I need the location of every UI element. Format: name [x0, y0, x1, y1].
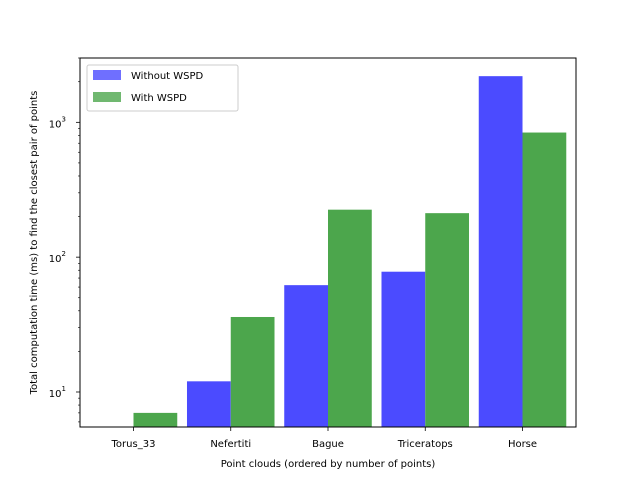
legend-swatch-with-wspd: [93, 92, 121, 102]
bar-with-wspd-triceratops: [425, 213, 470, 427]
x-axis-ticks: Torus_33 Nefertiti Bague Triceratops Horse: [111, 427, 537, 450]
legend-swatch-without-wspd: [93, 70, 121, 80]
x-tick-label-nefertiti: Nefertiti: [210, 439, 251, 450]
bar-without-wspd-horse: [478, 76, 523, 427]
legend-frame: [86, 64, 239, 112]
x-tick-label-bague: Bague: [312, 439, 344, 450]
bar-with-wspd-bague: [328, 209, 372, 427]
bars-group: [133, 76, 567, 428]
bar-with-wspd-torus-33: [133, 412, 178, 427]
bar-without-wspd-triceratops: [381, 271, 426, 427]
legend: Without WSPD With WSPD: [86, 64, 239, 112]
x-tick-label-torus-33: Torus_33: [111, 439, 156, 450]
x-axis-label: Point clouds (ordered by number of point…: [221, 459, 436, 470]
y-axis-label: Total computation time (ms) to find the …: [29, 91, 40, 396]
x-tick-label-horse: Horse: [508, 439, 537, 450]
legend-label-with-wspd: With WSPD: [131, 93, 187, 104]
x-tick-label-triceratops: Triceratops: [397, 439, 453, 450]
bar-without-wspd-bague: [284, 285, 328, 427]
bar-without-wspd-nefertiti: [186, 381, 231, 427]
plot-frame: [79, 57, 577, 428]
legend-label-without-wspd: Without WSPD: [131, 71, 204, 82]
bar-with-wspd-horse: [522, 132, 567, 428]
bar-with-wspd-nefertiti: [230, 316, 275, 427]
